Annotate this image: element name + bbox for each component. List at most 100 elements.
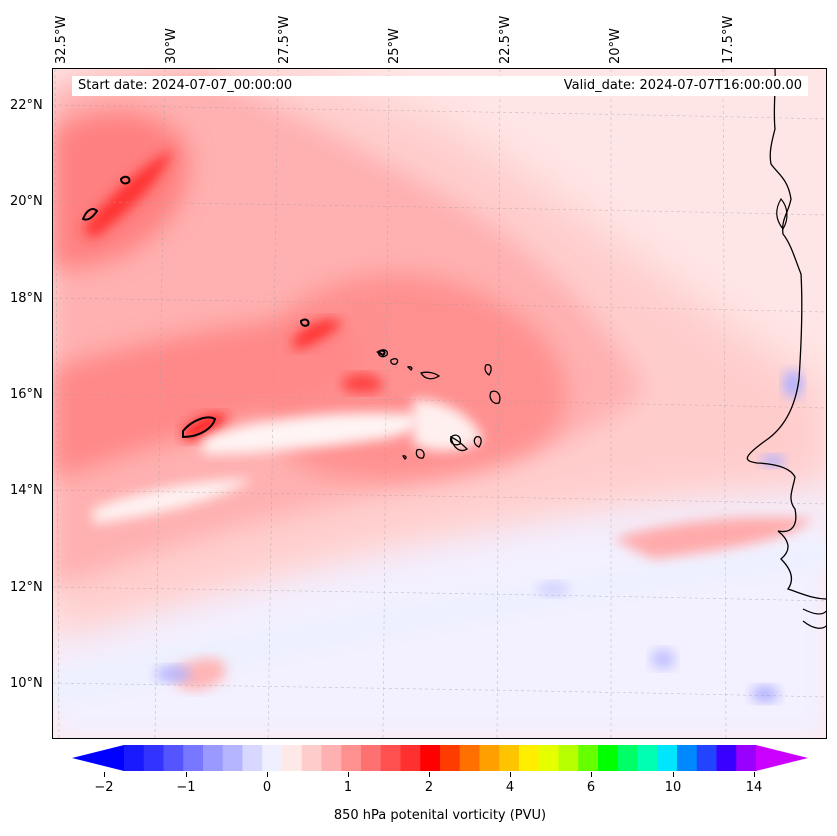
- gridline-lon: [382, 69, 390, 738]
- colorbar-bin: [696, 745, 718, 771]
- pv-neutral-strip: [53, 539, 826, 709]
- pv-negative-blob-1: [155, 666, 191, 682]
- start-date-label: Start date: 2024-07-07_00:00:00: [72, 76, 548, 96]
- lat-label-12n: 12°N: [10, 580, 43, 595]
- pv-negative-blob-5: [651, 649, 675, 669]
- colorbar-bin: [380, 745, 402, 771]
- island: [420, 371, 441, 380]
- colorbar-bin: [420, 745, 441, 771]
- valid-date-label: Valid_date: 2024-07-07T16:00:00.00: [540, 76, 808, 96]
- colorbar-bin: [341, 745, 362, 771]
- lat-label-14n: 14°N: [10, 483, 43, 498]
- colorbar-bin: [657, 745, 678, 771]
- colorbar-bin: [440, 745, 461, 771]
- colorbar-tick-label: −2: [94, 780, 114, 795]
- gridline-lat: [53, 297, 826, 313]
- colorbar-bin: [183, 745, 204, 771]
- gridline-lat: [53, 586, 826, 602]
- colorbar-bin: [558, 745, 579, 771]
- island: [450, 435, 469, 452]
- lon-label-17-5w: 17.5°W: [721, 15, 736, 64]
- pv-contours: [81, 175, 386, 439]
- colorbar-bin: [538, 745, 560, 771]
- lon-label-30w: 30°W: [164, 28, 179, 64]
- island: [484, 363, 492, 376]
- island: [489, 390, 501, 404]
- colorbar-tick-label: 0: [262, 780, 272, 795]
- pv-contour: [81, 208, 99, 221]
- colorbar-bin: [578, 745, 599, 771]
- pv-map: [52, 68, 827, 739]
- gridline-lon: [267, 69, 279, 738]
- colorbar-bin: [519, 745, 540, 771]
- pv-wake-south: [93, 479, 253, 524]
- lat-label-20n: 20°N: [10, 194, 43, 209]
- colorbar-bin: [361, 745, 382, 771]
- island: [473, 435, 482, 448]
- pv-streak-center: [293, 319, 343, 349]
- colorbar-bin: [479, 745, 500, 771]
- lat-label-16n: 16°N: [10, 387, 43, 402]
- island: [401, 455, 407, 460]
- colorbar-tick-label: 14: [745, 780, 763, 795]
- pv-contour: [376, 349, 386, 357]
- gridline-lat: [53, 104, 826, 120]
- pv-streak-islands: [343, 373, 383, 393]
- gridline-lon: [496, 69, 501, 738]
- pv-map-graphic: [53, 69, 826, 738]
- colorbar-tick: [186, 772, 187, 777]
- colorbar-bin: [598, 745, 619, 771]
- colorbar-tick: [510, 772, 511, 777]
- pv-west-band: [53, 319, 365, 479]
- pv-contour: [119, 175, 131, 185]
- pv-wake-streak: [203, 412, 422, 454]
- colorbar-bin: [143, 745, 165, 771]
- valid-date-text: Valid_date: 2024-07-07T16:00:00.00: [563, 78, 802, 93]
- gridline-lat: [53, 200, 826, 216]
- lat-label-22n: 22°N: [10, 98, 43, 113]
- lon-label-25w: 25°W: [387, 28, 402, 64]
- colorbar-tick-label: 10: [664, 780, 682, 795]
- cape-verde-islands: [377, 349, 501, 460]
- colorbar-bin: [124, 745, 145, 771]
- colorbar-tick-label: 6: [586, 780, 596, 795]
- lon-label-32-5w: 32.5°W: [54, 15, 69, 64]
- gridline-lat: [53, 489, 826, 505]
- pv-contour: [299, 318, 310, 327]
- island: [406, 366, 413, 371]
- lat-label-18n: 18°N: [10, 291, 43, 306]
- gridline-lon: [54, 69, 60, 738]
- coast-inlet: [776, 197, 788, 231]
- lon-label-20w: 20°W: [608, 28, 623, 64]
- colorbar-bin: [301, 745, 323, 771]
- colorbar-bin: [262, 745, 283, 771]
- pv-wake-east: [413, 399, 483, 451]
- island: [415, 448, 425, 459]
- coast-islands-south: [802, 608, 826, 629]
- colorbar-bin: [222, 745, 244, 771]
- colorbar-tick-label: 2: [424, 780, 434, 795]
- colorbar: [72, 745, 808, 771]
- gridline-lat: [53, 682, 826, 698]
- start-date-text: Start date: 2024-07-07_00:00:00: [78, 78, 293, 93]
- colorbar-extend-high: [756, 745, 808, 771]
- pv-streak-northwest: [83, 149, 173, 239]
- pv-east-streak: [613, 517, 813, 559]
- lat-label-10n: 10°N: [10, 676, 43, 691]
- african-coastline: [746, 69, 826, 600]
- pv-contour: [182, 416, 217, 439]
- colorbar-tick: [429, 772, 430, 777]
- colorbar-bin: [400, 745, 421, 771]
- colorbar-bin: [677, 745, 698, 771]
- lon-label-22-5w: 22.5°W: [498, 15, 513, 64]
- colorbar-tick-label: 4: [505, 780, 515, 795]
- graticule: [53, 69, 826, 738]
- island: [449, 434, 462, 446]
- gridline-lat: [53, 393, 826, 409]
- colorbar-tick-label: 1: [343, 780, 353, 795]
- colorbar-bin: [716, 745, 737, 771]
- island: [390, 358, 399, 365]
- pv-negative-blob-6: [751, 686, 779, 702]
- pv-south-streak: [173, 658, 226, 691]
- colorbar-bin: [736, 745, 757, 771]
